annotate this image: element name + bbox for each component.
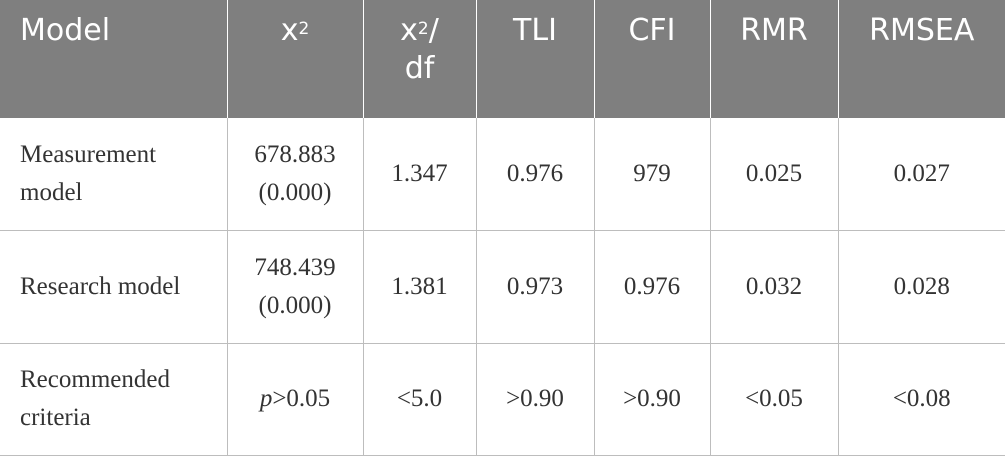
cell-rmr: <0.05 <box>709 343 838 456</box>
cell-model-line2: model <box>20 178 83 206</box>
header-tli: TLI <box>475 0 594 118</box>
header-chi-square-base: x <box>280 13 299 48</box>
model-fit-table: Model x2 x2/df TLI CFI RMR RMSEA Measure… <box>0 0 1005 456</box>
cell-chi-square-df: 1.381 <box>362 230 476 344</box>
cell-chi-square: 678.883 (0.000) <box>226 118 363 231</box>
cell-p-symbol: p <box>259 385 273 412</box>
cell-tli: 0.976 <box>475 118 594 231</box>
cell-tli: >0.90 <box>475 343 594 456</box>
header-cfi: CFI <box>593 0 710 118</box>
cell-rmsea: <0.08 <box>837 343 1005 456</box>
cell-p-criteria: >0.05 <box>272 385 331 412</box>
cell-chi-square-value: 748.439 <box>254 253 336 281</box>
header-chi-square-df-line1: x2/ <box>374 12 466 50</box>
cell-chi-square: p>0.05 <box>226 343 363 456</box>
cell-model: Recommended criteria <box>0 343 227 456</box>
cell-tli: 0.973 <box>475 230 594 344</box>
header-chi-square-df-base: x <box>400 13 418 48</box>
header-chi-square-df-slash: / <box>428 13 439 48</box>
table-row-research-model: Research model 748.439 (0.000) 1.381 0.97… <box>0 230 1005 344</box>
cell-cfi: >0.90 <box>593 343 710 456</box>
cell-cfi: 0.976 <box>593 230 710 344</box>
header-model: Model <box>0 0 227 118</box>
cell-model: Research model <box>0 230 227 344</box>
cell-chi-square-df: <5.0 <box>362 343 476 456</box>
header-chi-square-df-line2: df <box>404 51 435 86</box>
header-chi-square: x2 <box>226 0 363 118</box>
header-rmr: RMR <box>709 0 838 118</box>
cell-chi-square-p: (0.000) <box>258 178 332 206</box>
header-row: Model x2 x2/df TLI CFI RMR RMSEA <box>0 0 1005 118</box>
header-chi-square-df: x2/df <box>362 0 476 118</box>
cell-model: Measurement model <box>0 118 227 231</box>
cell-model-line1: Measurement <box>20 140 157 168</box>
header-rmsea: RMSEA <box>837 0 1005 118</box>
table-body: Measurement model 678.883 (0.000) 1.347 0.… <box>0 118 1005 456</box>
cell-cfi: 979 <box>593 118 710 231</box>
table-row-recommended-criteria: Recommended criteria p>0.05 <5.0 >0.90 >0… <box>0 343 1005 456</box>
header-chi-square-sup: 2 <box>298 19 310 39</box>
cell-rmr: 0.025 <box>709 118 838 231</box>
cell-rmr: 0.032 <box>709 230 838 344</box>
cell-chi-square-value: 678.883 <box>254 140 336 168</box>
cell-model-line1: Recommended <box>20 366 170 393</box>
table-header: Model x2 x2/df TLI CFI RMR RMSEA <box>0 0 1005 118</box>
cell-chi-square-df: 1.347 <box>362 118 476 231</box>
cell-chi-square: 748.439 (0.000) <box>226 230 363 344</box>
cell-rmsea: 0.028 <box>837 230 1005 344</box>
cell-chi-square-p: (0.000) <box>258 291 332 319</box>
header-chi-square-df-sup: 2 <box>417 19 429 39</box>
cell-model-line2: criteria <box>20 404 91 431</box>
cell-rmsea: 0.027 <box>837 118 1005 231</box>
table-row-measurement-model: Measurement model 678.883 (0.000) 1.347 0.… <box>0 118 1005 231</box>
